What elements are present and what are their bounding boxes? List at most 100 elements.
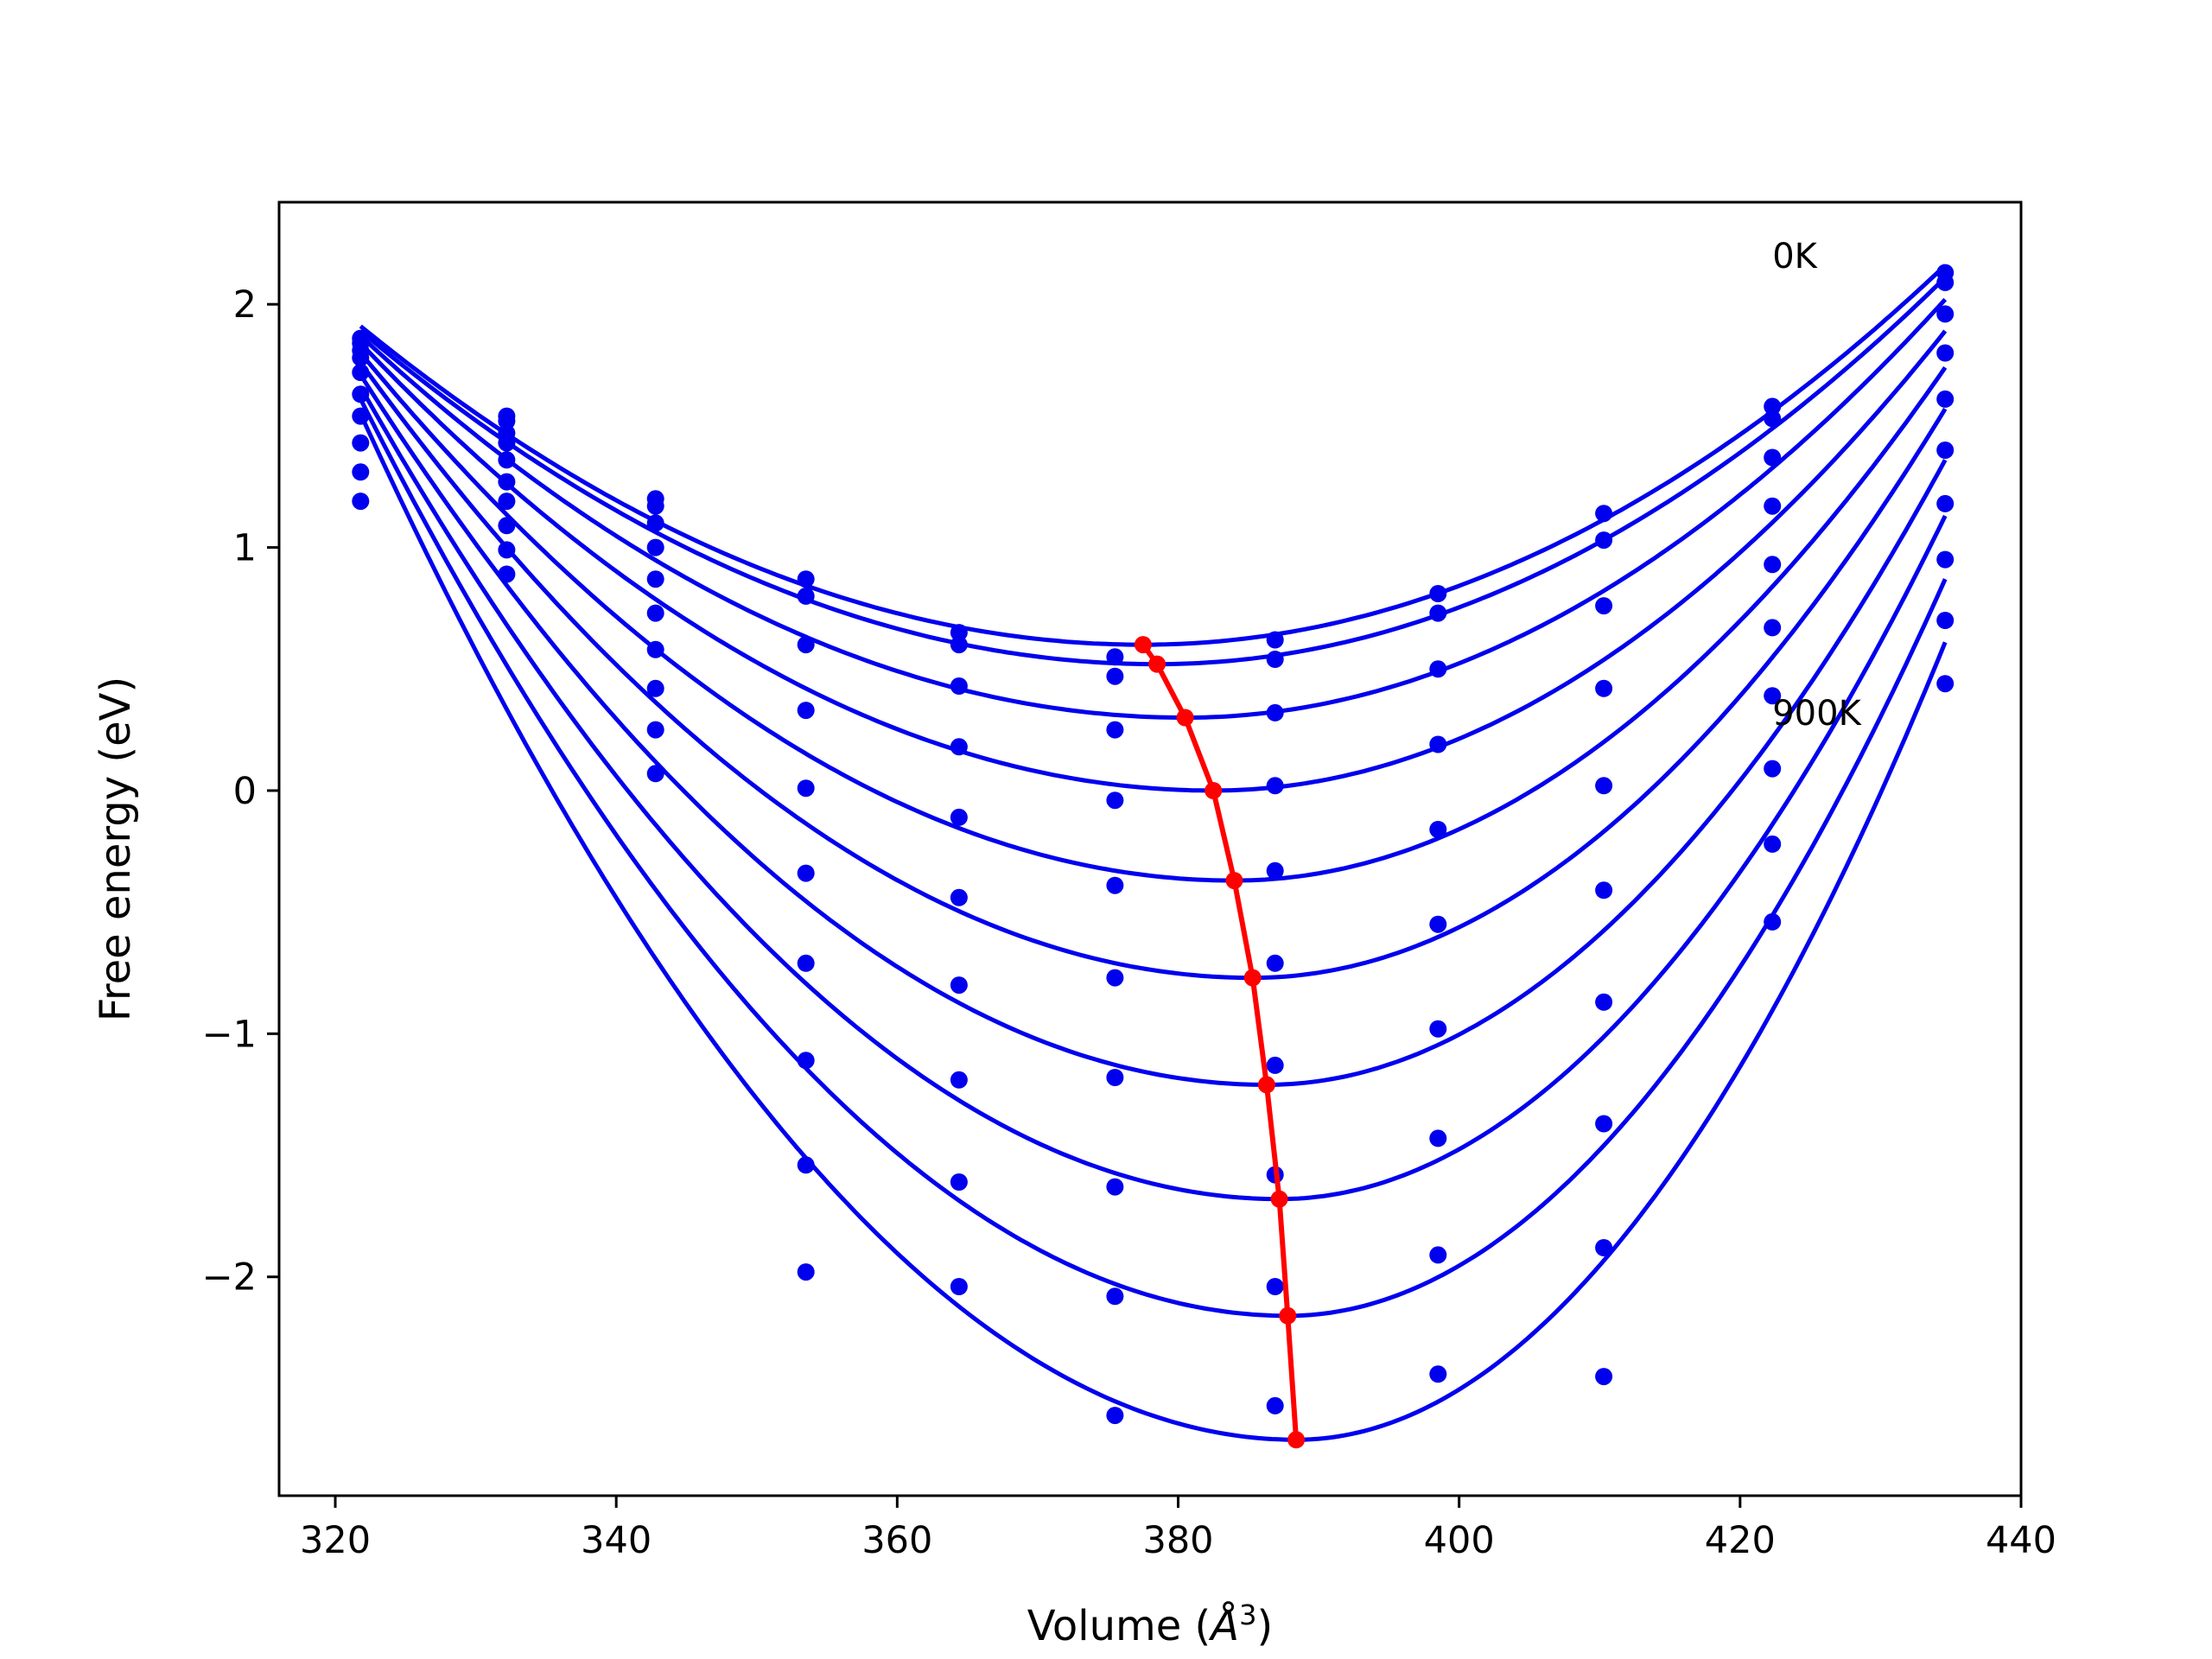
minimum-point <box>1287 1431 1306 1449</box>
data-point <box>950 1278 968 1295</box>
data-point <box>1266 1056 1284 1074</box>
data-point <box>498 493 516 511</box>
data-point <box>950 1173 968 1191</box>
data-point <box>1106 1178 1124 1196</box>
data-point <box>1595 597 1613 615</box>
minimum-point <box>1205 782 1223 799</box>
data-point <box>1764 497 1782 515</box>
data-point <box>1106 721 1124 739</box>
data-point <box>352 349 370 367</box>
data-point <box>1595 531 1613 550</box>
annotations: 0K 900K <box>1772 237 1862 734</box>
data-point <box>1595 679 1613 697</box>
x-tick-label: 420 <box>1705 1519 1776 1562</box>
data-point <box>797 570 815 588</box>
data-point <box>1429 1129 1447 1147</box>
data-point <box>950 738 968 756</box>
curve-annotation-1: 900K <box>1772 694 1862 734</box>
data-point <box>1106 969 1124 987</box>
data-point <box>1764 448 1782 467</box>
data-point <box>1429 821 1447 838</box>
x-axis-title: Volume (Å3) <box>1027 1599 1273 1650</box>
data-point <box>1106 1069 1124 1086</box>
data-point <box>1595 993 1613 1011</box>
data-point <box>1106 1407 1124 1425</box>
data-point <box>1429 1020 1447 1038</box>
data-point <box>1429 1365 1447 1383</box>
data-point <box>1764 835 1782 853</box>
data-point <box>1936 344 1955 362</box>
minimum-point <box>1270 1190 1288 1208</box>
data-point <box>646 497 664 515</box>
data-point <box>797 1052 815 1070</box>
fit-curve-4 <box>359 351 1948 883</box>
data-point <box>1936 550 1955 569</box>
data-point <box>797 636 815 654</box>
minimum-path-line <box>1141 643 1300 1440</box>
data-point <box>1266 703 1284 721</box>
data-point <box>1764 410 1782 428</box>
data-point <box>950 1071 968 1089</box>
data-point <box>1429 604 1447 622</box>
x-tick-label: 400 <box>1424 1519 1495 1562</box>
data-point <box>498 517 516 535</box>
minimum-point <box>1148 655 1166 673</box>
x-tick-label: 440 <box>1986 1519 2056 1562</box>
data-point <box>1936 494 1955 512</box>
data-point <box>1936 442 1955 459</box>
data-point <box>1936 612 1955 629</box>
data-point <box>352 434 370 452</box>
data-point <box>1936 675 1955 693</box>
data-point <box>797 702 815 720</box>
y-tick-label: −2 <box>202 1256 257 1300</box>
data-point <box>498 473 516 491</box>
data-point <box>1429 915 1447 933</box>
data-point <box>797 779 815 798</box>
minimum-point <box>1176 709 1194 727</box>
data-point <box>950 636 968 654</box>
data-point <box>1106 791 1124 810</box>
data-point <box>1266 651 1284 668</box>
data-point <box>1429 660 1447 678</box>
fit-curve-5 <box>359 361 1948 981</box>
minimum-point <box>1257 1076 1275 1094</box>
data-point <box>1106 648 1124 666</box>
data-point <box>1106 667 1124 685</box>
data-point <box>797 954 815 972</box>
x-tick-label: 340 <box>581 1519 652 1562</box>
data-point <box>646 765 664 783</box>
data-point <box>950 808 968 826</box>
data-point <box>1266 631 1284 649</box>
fit-curve-7 <box>359 385 1948 1202</box>
fit-curve-1 <box>359 276 1947 667</box>
data-point <box>950 677 968 695</box>
data-point <box>498 451 516 469</box>
fit-curve-6 <box>359 373 1948 1087</box>
fit-curve-9 <box>359 412 1948 1442</box>
data-point <box>797 864 815 882</box>
data-point <box>498 565 516 583</box>
data-point <box>1936 390 1955 408</box>
y-tick-label: 1 <box>233 527 257 570</box>
data-point <box>1764 397 1782 416</box>
data-point <box>498 434 516 452</box>
fit-curve-0 <box>359 264 1947 647</box>
data-point <box>1106 1287 1124 1306</box>
data-point <box>797 587 815 605</box>
data-point <box>646 604 664 622</box>
data-point <box>352 407 370 425</box>
data-point <box>1266 1278 1284 1295</box>
minimum-point <box>1243 969 1262 987</box>
data-point <box>646 640 664 658</box>
data-point <box>1936 305 1955 323</box>
data-point <box>1764 556 1782 574</box>
y-tick-label: −1 <box>202 1013 257 1056</box>
data-point <box>352 385 370 404</box>
data-point <box>1429 735 1447 753</box>
data-point <box>1595 1239 1613 1256</box>
y-axis-title: Free energy (eV) <box>92 677 140 1021</box>
data-point <box>1595 777 1613 795</box>
data-point <box>1595 1115 1613 1133</box>
plot-frame <box>277 200 2023 1497</box>
fit-curve-2 <box>359 297 1948 720</box>
